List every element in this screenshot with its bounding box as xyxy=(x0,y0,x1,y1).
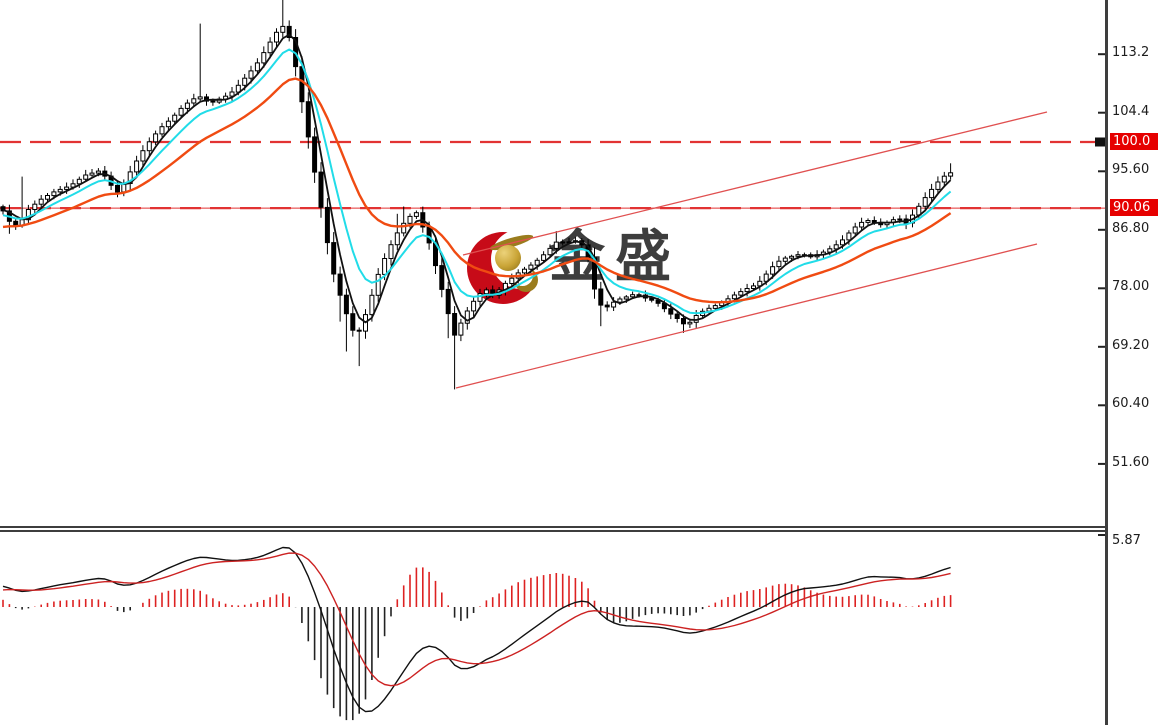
price-tick-label: 86.80 xyxy=(1112,220,1150,236)
price-tag-9006: 90.06 xyxy=(1110,199,1158,217)
price-tick-label: 51.60 xyxy=(1112,454,1150,470)
price-tick-label: 104.4 xyxy=(1112,103,1150,119)
price-tick-label: 69.20 xyxy=(1112,337,1150,353)
brand-logo-gold-ball-icon xyxy=(495,245,521,271)
price-tick-label: 95.60 xyxy=(1112,162,1150,178)
macd-axis-top-label: 5.87 xyxy=(1112,533,1141,548)
price-tag-100: 100.0 xyxy=(1110,133,1158,150)
price-tick-label: 113.2 xyxy=(1112,45,1150,61)
price-tick-label: 78.00 xyxy=(1112,279,1150,295)
price-tick-label: 60.40 xyxy=(1112,396,1150,412)
